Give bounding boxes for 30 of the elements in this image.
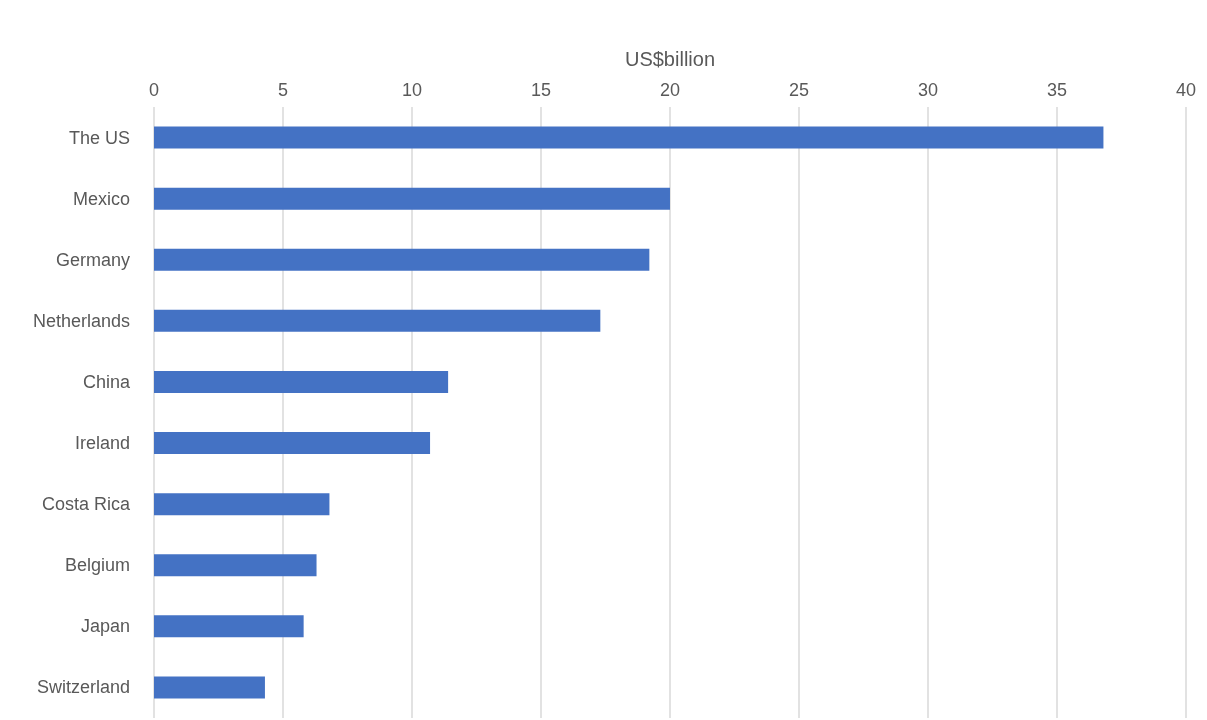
bar: [154, 126, 1104, 149]
bar: [154, 248, 650, 271]
x-tick-label: 0: [148, 80, 160, 100]
x-tick-label: 20: [659, 80, 681, 100]
bar: [154, 309, 601, 332]
y-tick-label: China: [82, 371, 131, 392]
x-tick-label: 15: [530, 80, 552, 100]
x-axis-title: US$billion: [624, 48, 716, 70]
bar: [154, 676, 265, 699]
x-tick-label: 35: [1046, 80, 1068, 100]
bar: [154, 370, 449, 393]
bar: [154, 554, 317, 577]
y-tick-label: Japan: [80, 616, 130, 637]
y-tick-label: Mexico: [72, 188, 130, 209]
x-tick-label: 40: [1175, 80, 1196, 100]
x-tick-label: 30: [917, 80, 939, 100]
x-tick-label: 10: [401, 80, 423, 100]
x-tick-label: 5: [277, 80, 289, 100]
y-tick-label: Netherlands: [32, 310, 130, 331]
y-tick-label: Switzerland: [36, 677, 130, 698]
y-tick-label: The US: [68, 127, 130, 148]
y-tick-label: Costa Rica: [41, 494, 131, 515]
bar: [154, 493, 330, 516]
bar: [154, 432, 431, 455]
bar: [154, 187, 670, 210]
x-tick-label: 25: [788, 80, 810, 100]
bar: [154, 615, 304, 638]
y-tick-label: Germany: [55, 249, 130, 270]
y-tick-label: Belgium: [64, 555, 130, 576]
y-tick-label: Ireland: [74, 433, 130, 454]
